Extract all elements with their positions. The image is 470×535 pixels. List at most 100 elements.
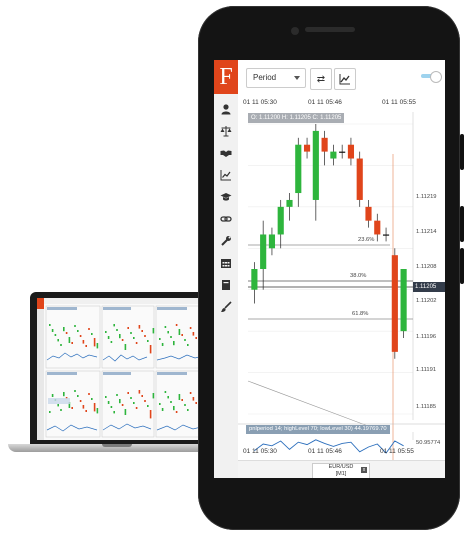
mini-candle <box>60 409 62 411</box>
toggle-knob <box>430 71 442 83</box>
candle-body[interactable] <box>251 269 258 290</box>
candle-body[interactable] <box>321 137 328 152</box>
candle-body[interactable] <box>356 158 363 200</box>
swap-button[interactable]: ⇄ <box>310 68 332 90</box>
mini-candle <box>192 397 195 401</box>
candle-body[interactable] <box>400 269 407 332</box>
mini-candle <box>178 394 181 400</box>
app-logo[interactable]: F <box>214 60 238 94</box>
mini-candle <box>116 329 118 331</box>
ohlc-readout: O: 1.11200 H: 1.11205 C: 1.11205 <box>248 113 345 123</box>
oscillator-label: pnlperiod 14; highLevel 70; lowLevel 30)… <box>246 425 390 434</box>
symbol-name: EUR/USD <box>328 464 354 470</box>
price-label: 1.11214 <box>416 229 437 235</box>
price-label: 1.11219 <box>416 194 437 200</box>
mini-candle <box>93 338 96 347</box>
mini-candle <box>107 401 110 404</box>
graduation-cap-icon[interactable] <box>219 190 233 204</box>
scales-icon[interactable] <box>219 124 233 138</box>
candle-body[interactable] <box>260 234 267 269</box>
candle-body[interactable] <box>374 220 381 235</box>
candle-body[interactable] <box>277 206 284 235</box>
mini-candle <box>147 405 149 407</box>
mini-candle <box>138 325 141 329</box>
symbol-tab[interactable]: EUR/USD [M1] x <box>312 463 370 478</box>
toggle-switch[interactable] <box>421 71 442 83</box>
symbol-tab-bar: EUR/USD [M1] x <box>238 460 445 478</box>
chart-type-icon <box>339 73 350 84</box>
mini-candle <box>130 332 132 334</box>
mini-candle <box>107 336 110 339</box>
fib-level-label: 23.6% <box>358 237 375 243</box>
mini-candle <box>167 331 169 334</box>
mini-candle <box>51 394 54 397</box>
chart-area[interactable]: 01 11 05:30 01 11 05:46 01 11 05:55 O: 1… <box>238 94 445 478</box>
mini-candle <box>77 395 79 397</box>
line-chart-icon[interactable] <box>219 168 233 182</box>
link-icon[interactable] <box>219 212 233 226</box>
user-icon[interactable] <box>219 102 233 116</box>
wrench-icon[interactable] <box>219 234 233 248</box>
candle-body[interactable] <box>303 144 311 152</box>
mini-candle <box>49 411 51 413</box>
laptop-screen-preview <box>37 298 213 440</box>
mini-candle <box>127 392 129 394</box>
mini-candle <box>110 406 113 408</box>
candle-body[interactable] <box>365 206 372 221</box>
candle-body[interactable] <box>347 144 355 159</box>
phone-side-button <box>460 134 464 170</box>
candlestick-chart[interactable] <box>238 94 445 478</box>
mini-candle <box>189 327 192 329</box>
mini-candle <box>96 408 99 414</box>
swap-icon: ⇄ <box>316 73 326 85</box>
candle-body[interactable] <box>295 144 302 194</box>
mini-candle <box>135 342 138 344</box>
period-select[interactable]: Period <box>246 68 306 88</box>
mini-candle <box>167 396 169 399</box>
mini-candle <box>51 329 54 332</box>
mini-candle <box>57 339 59 342</box>
mini-candle <box>187 344 189 346</box>
mini-candle <box>184 339 186 341</box>
mini-candle <box>152 328 155 334</box>
mini-candle <box>116 394 118 396</box>
mini-candle <box>124 344 127 350</box>
brush-icon[interactable] <box>219 300 233 314</box>
candle-body[interactable] <box>268 234 276 249</box>
mini-candle <box>144 335 146 337</box>
mini-candle <box>161 343 164 346</box>
mini-candle <box>138 390 141 394</box>
handshake-icon[interactable] <box>219 146 233 160</box>
mini-candle <box>181 399 183 401</box>
fib-level-label: 38.0% <box>350 273 367 279</box>
mini-candle <box>96 343 99 349</box>
candle-body[interactable] <box>339 151 346 153</box>
mini-candle <box>93 403 96 412</box>
mini-candle <box>82 405 85 409</box>
current-price-tag: 1.11205 <box>413 282 445 292</box>
candle-body[interactable] <box>391 255 398 352</box>
mini-candle <box>68 337 71 343</box>
candle-body[interactable] <box>286 199 293 207</box>
price-label: 1.11185 <box>416 404 437 410</box>
candle-body[interactable] <box>382 234 390 236</box>
mini-candle <box>85 345 87 347</box>
chart-type-button[interactable] <box>334 68 356 90</box>
mini-candle <box>74 390 76 392</box>
chevron-down-icon <box>294 76 300 80</box>
mini-candle <box>130 397 132 399</box>
mini-candle <box>121 339 124 341</box>
candle-body[interactable] <box>312 130 319 200</box>
book-icon[interactable] <box>219 278 233 292</box>
calendar-icon[interactable] <box>219 256 233 270</box>
mini-candle <box>85 410 87 412</box>
close-icon[interactable]: x <box>361 467 367 473</box>
mini-candle <box>141 330 143 332</box>
mini-candle <box>127 327 129 329</box>
mini-candle <box>159 403 161 405</box>
mini-candle <box>54 334 57 336</box>
mini-candle <box>173 341 175 346</box>
phone-camera <box>291 27 299 35</box>
mini-candle <box>71 407 73 409</box>
candle-body[interactable] <box>330 151 337 159</box>
